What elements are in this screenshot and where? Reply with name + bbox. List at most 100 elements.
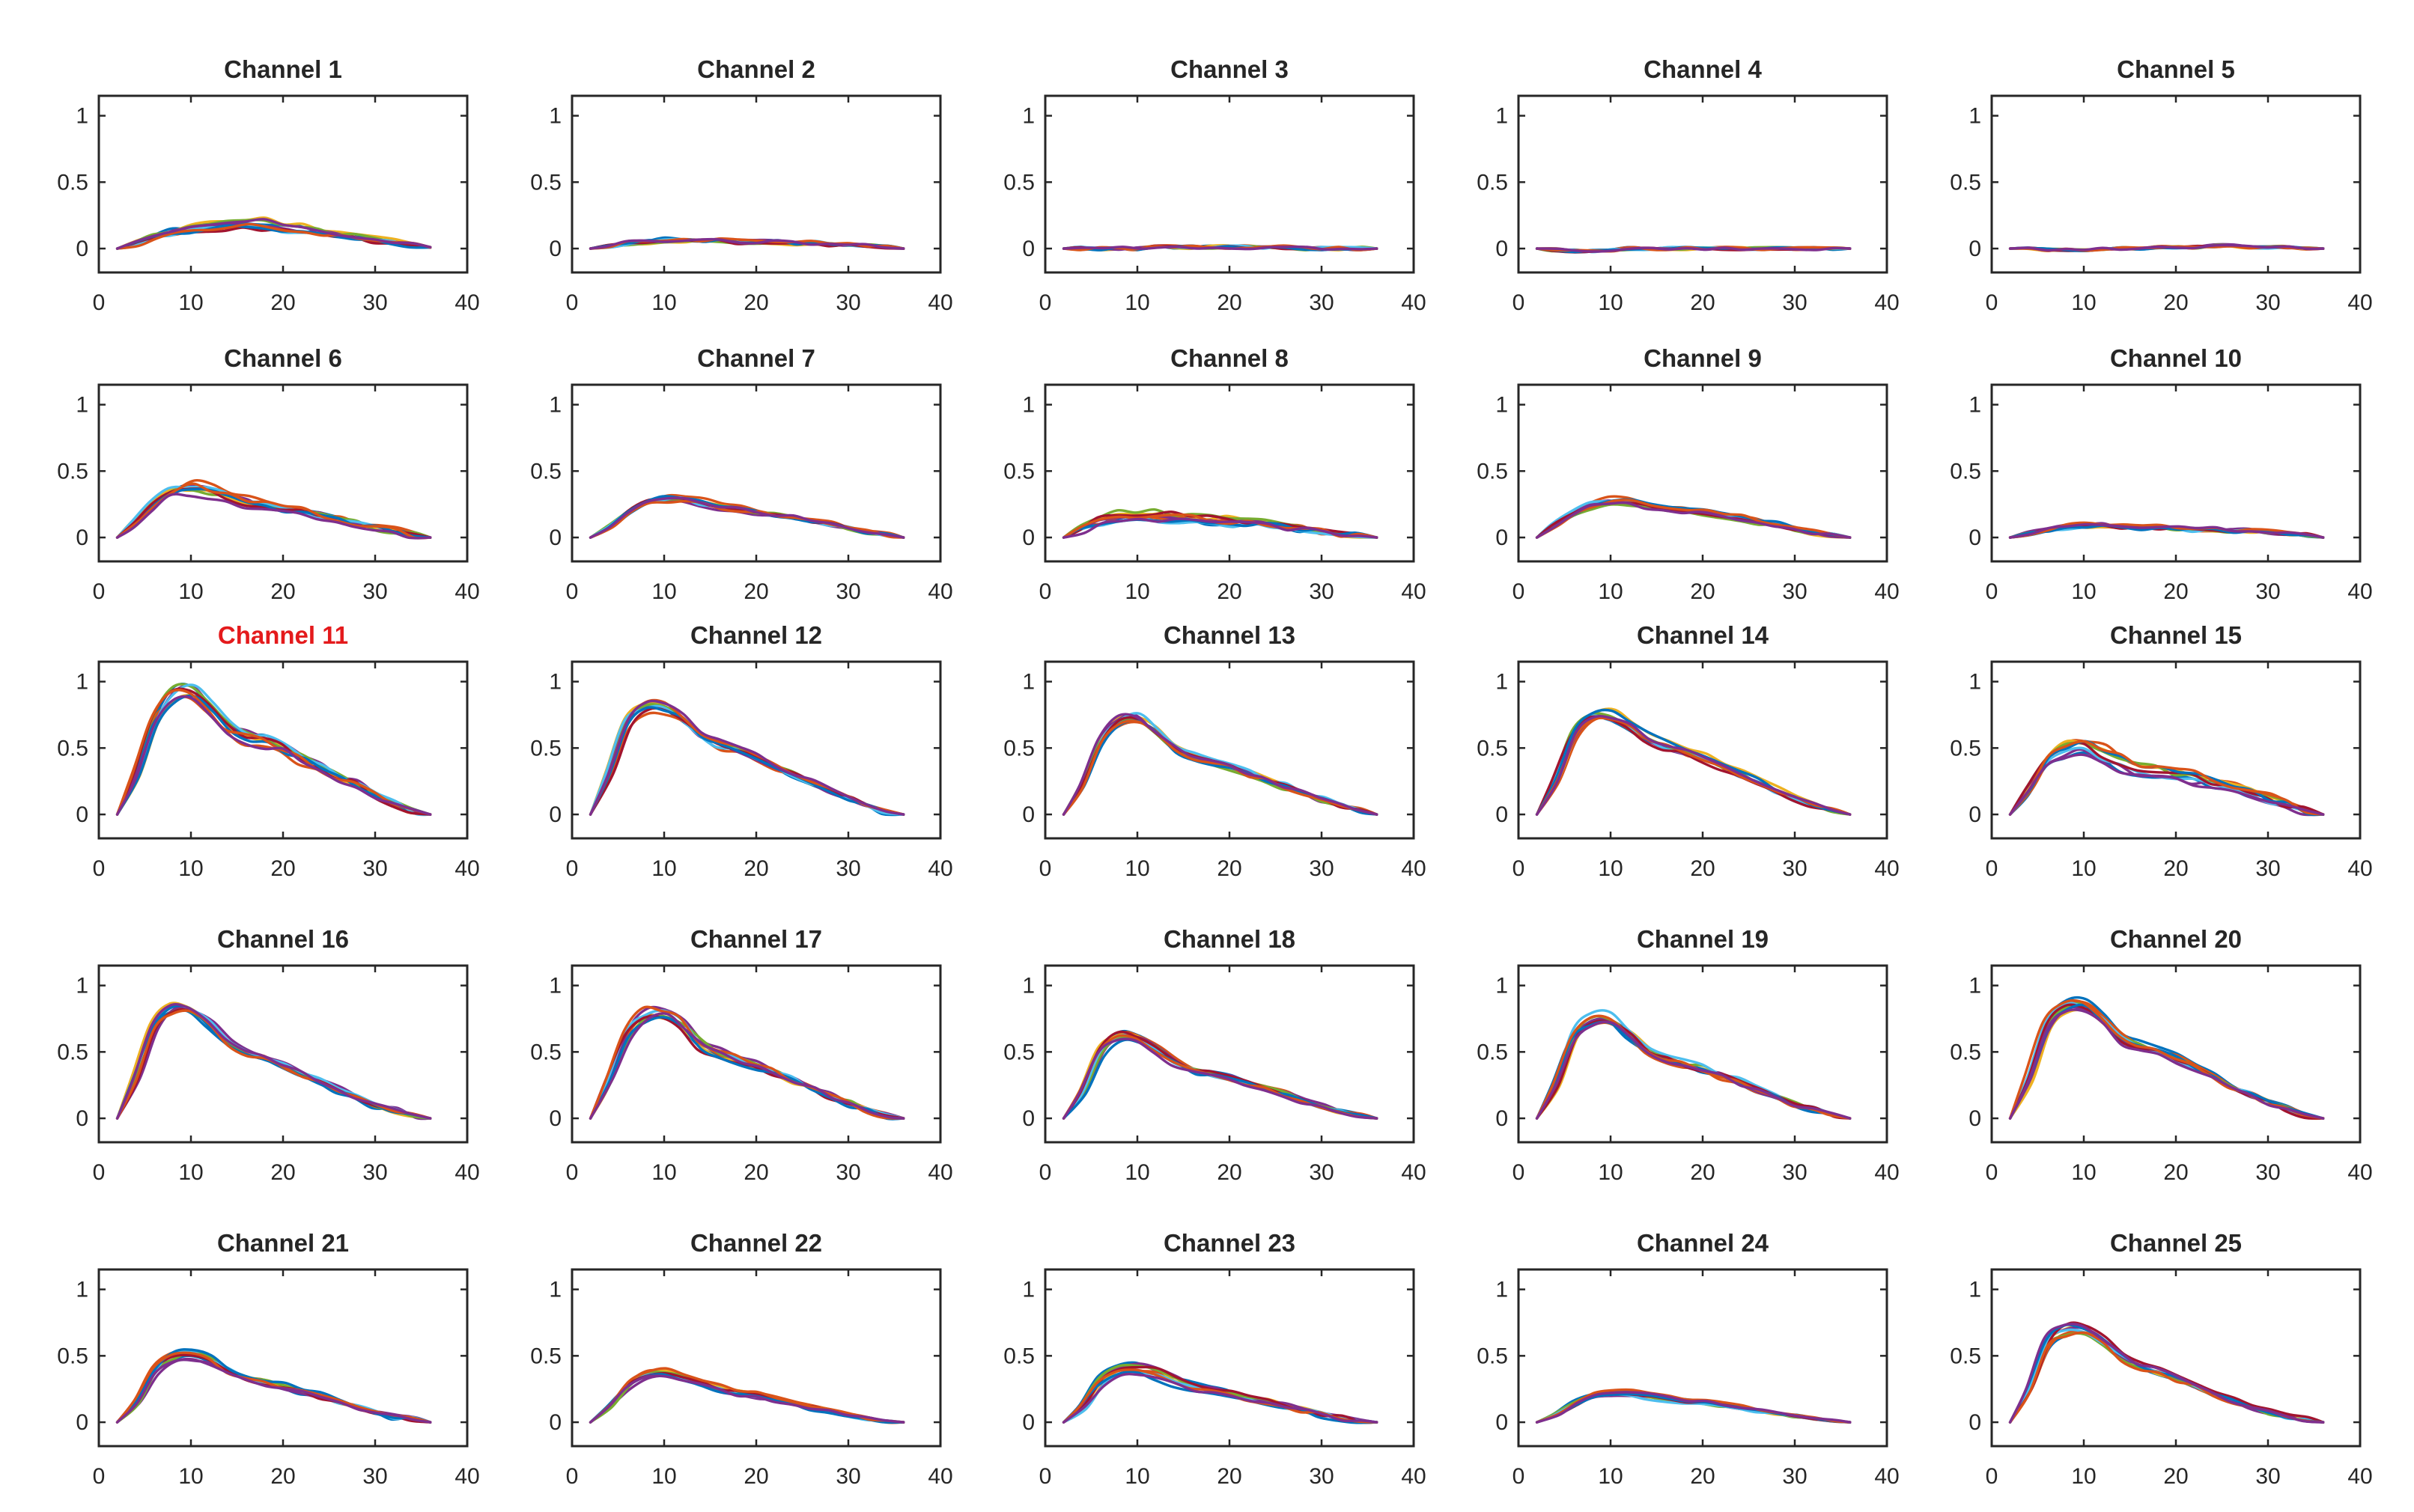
series-line (1062, 245, 1378, 251)
x-tick-label: 10 (1598, 1464, 1623, 1489)
subplot-channel-10: Channel 10 0 10 20 30 40 0 0.5 1 (1950, 344, 2372, 604)
subplot-title: Channel 20 (2110, 925, 2242, 953)
y-tick-label: 1 (76, 104, 88, 129)
y-tick-label: 0 (549, 802, 562, 827)
x-tick-label: 20 (270, 290, 295, 315)
x-tick-label: 0 (1986, 1160, 1998, 1185)
x-tick-label: 20 (1690, 579, 1715, 604)
series-line (2008, 753, 2325, 816)
subplot-channel-14: Channel 14 0 10 20 30 40 0 0.5 1 (1477, 621, 1899, 881)
x-tick-label: 20 (1217, 1464, 1241, 1489)
y-tick-label: 0.5 (1003, 170, 1035, 195)
x-tick-label: 40 (454, 290, 479, 315)
subplot-title: Channel 11 (218, 621, 348, 649)
series-line (1535, 1020, 1852, 1120)
subplot-title: Channel 18 (1164, 925, 1295, 953)
x-tick-label: 40 (1401, 856, 1426, 881)
subplot-title: Channel 6 (224, 344, 342, 372)
x-tick-label: 0 (93, 856, 106, 881)
y-tick-label: 1 (1968, 974, 1981, 999)
x-tick-label: 10 (1598, 290, 1623, 315)
series-line (589, 706, 905, 816)
x-tick-label: 30 (1309, 1464, 1334, 1489)
x-tick-label: 20 (1217, 290, 1241, 315)
x-tick-label: 0 (1512, 1464, 1525, 1489)
x-tick-label: 40 (454, 579, 479, 604)
series-line (1535, 246, 1852, 253)
x-tick-label: 20 (744, 579, 768, 604)
subplot-title: Channel 8 (1170, 344, 1289, 372)
x-tick-label: 40 (928, 579, 952, 604)
series-line (1062, 713, 1378, 816)
y-tick-label: 0 (1495, 237, 1508, 261)
x-tick-label: 10 (651, 1464, 676, 1489)
series-line (1062, 1370, 1378, 1424)
x-tick-label: 40 (1874, 579, 1899, 604)
x-tick-label: 40 (1401, 579, 1426, 604)
y-tick-label: 1 (549, 670, 562, 695)
x-tick-label: 30 (836, 1464, 860, 1489)
x-tick-label: 10 (1598, 1160, 1623, 1185)
subplot-channel-2: Channel 2 0 10 20 30 40 0 0.5 1 (530, 55, 952, 315)
subplot-title: Channel 2 (697, 55, 815, 83)
series-line (2008, 243, 2325, 252)
x-tick-label: 30 (836, 856, 860, 881)
x-tick-label: 20 (1217, 579, 1241, 604)
subplot-channel-17: Channel 17 0 10 20 30 40 0 0.5 1 (530, 925, 952, 1185)
subplot-channel-15: Channel 15 0 10 20 30 40 0 0.5 1 (1950, 621, 2372, 881)
subplot-title: Channel 22 (690, 1229, 822, 1257)
x-tick-label: 20 (1690, 290, 1715, 315)
x-tick-label: 0 (1039, 1464, 1052, 1489)
x-tick-label: 10 (178, 856, 203, 881)
y-tick-label: 0 (76, 1106, 88, 1131)
subplot-channel-13: Channel 13 0 10 20 30 40 0 0.5 1 (1003, 621, 1426, 881)
x-tick-label: 20 (2163, 579, 2188, 604)
y-tick-label: 0.5 (57, 1344, 88, 1368)
x-tick-label: 0 (566, 579, 579, 604)
x-tick-label: 20 (744, 1160, 768, 1185)
y-tick-label: 1 (1968, 1278, 1981, 1302)
series-line (1535, 499, 1852, 539)
x-tick-label: 10 (651, 290, 676, 315)
x-tick-label: 30 (836, 579, 860, 604)
y-tick-label: 1 (1495, 670, 1508, 695)
x-tick-label: 0 (566, 856, 579, 881)
y-tick-label: 0 (1022, 1410, 1035, 1435)
y-tick-label: 1 (1495, 974, 1508, 999)
subplot-title: Channel 14 (1637, 621, 1769, 649)
y-tick-label: 0 (549, 1106, 562, 1131)
series-line (2008, 522, 2325, 539)
subplot-title: Channel 19 (1637, 925, 1769, 953)
y-tick-label: 0 (76, 802, 88, 827)
x-tick-label: 30 (2255, 579, 2280, 604)
x-tick-label: 10 (2071, 1160, 2096, 1185)
y-tick-label: 0 (1495, 1410, 1508, 1435)
y-tick-label: 1 (76, 1278, 88, 1302)
y-tick-label: 0.5 (1950, 736, 1981, 760)
y-tick-label: 0 (549, 1410, 562, 1435)
x-tick-label: 30 (2255, 856, 2280, 881)
x-tick-label: 40 (1401, 1160, 1426, 1185)
x-tick-label: 20 (1217, 1160, 1241, 1185)
series-line (589, 1012, 905, 1120)
x-tick-label: 20 (270, 856, 295, 881)
y-tick-label: 0.5 (1003, 1344, 1035, 1368)
x-tick-label: 30 (1782, 579, 1807, 604)
x-tick-label: 0 (1986, 1464, 1998, 1489)
x-tick-label: 10 (1125, 1464, 1149, 1489)
x-tick-label: 40 (1874, 856, 1899, 881)
subplot-channel-11: Channel 11 0 10 20 30 40 0 0.5 1 (57, 621, 479, 881)
x-tick-label: 10 (1598, 579, 1623, 604)
x-tick-label: 0 (1039, 856, 1052, 881)
subplot-title: Channel 5 (2117, 55, 2235, 83)
y-tick-label: 0 (76, 525, 88, 550)
x-tick-label: 10 (2071, 1464, 2096, 1489)
y-tick-label: 0 (1495, 1106, 1508, 1131)
series-line (589, 1367, 905, 1424)
y-tick-label: 0.5 (1950, 170, 1981, 195)
y-tick-label: 0 (1968, 1410, 1981, 1435)
y-tick-label: 0 (76, 1410, 88, 1435)
series-line (2008, 1008, 2325, 1120)
x-tick-label: 10 (2071, 579, 2096, 604)
